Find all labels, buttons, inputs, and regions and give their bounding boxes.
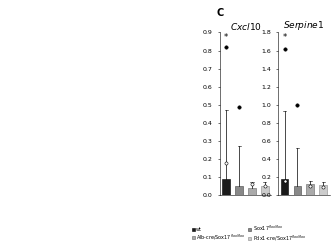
Title: $\mathit{Serpine1}$: $\mathit{Serpine1}$ [283,20,325,32]
Bar [294,186,301,195]
Bar [261,186,269,195]
Point [223,45,229,49]
Title: $\mathit{Cxcl10}$: $\mathit{Cxcl10}$ [230,21,261,32]
Legend: mild, severe: mild, severe [330,36,333,53]
Text: C: C [216,8,224,18]
Bar [235,186,243,195]
Text: *: * [282,32,287,42]
Text: *: * [224,32,228,42]
Legend: wt, Alb-cre/Sox17$^{flox/flox}$, Sox17$^{flox/flox}$, Pdx1-cre/Sox17$^{flox/flox: wt, Alb-cre/Sox17$^{flox/flox}$, Sox17$^… [190,222,308,245]
Point [282,180,287,184]
Bar [306,184,314,195]
Point [236,104,242,108]
Point [249,182,255,186]
Point [223,160,229,164]
Point [295,103,300,107]
Point [308,184,313,188]
Bar [319,185,327,195]
Bar [248,188,256,195]
Bar [222,179,230,195]
Point [321,185,326,189]
Point [262,184,268,188]
Bar [281,179,288,195]
Point [282,47,287,51]
